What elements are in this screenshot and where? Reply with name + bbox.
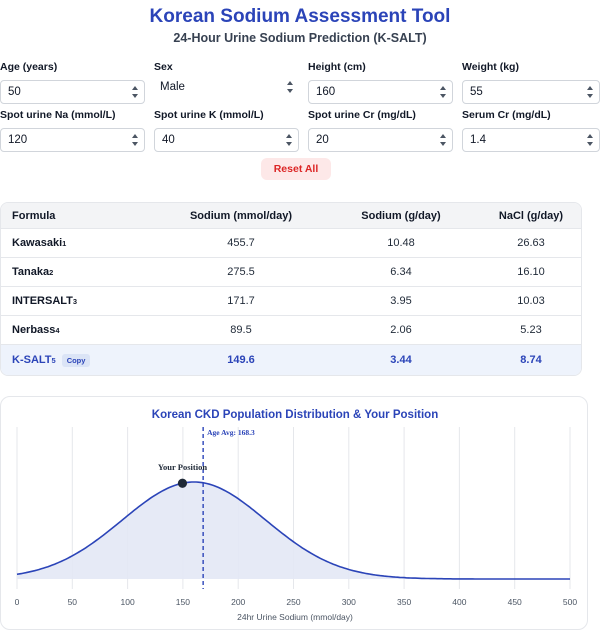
spot-cr-value: 20 (316, 134, 329, 146)
spot-na-label: Spot urine Na (mmol/L) (0, 109, 116, 121)
stepper-icon[interactable] (132, 86, 139, 98)
spot-k-input[interactable]: 40 (154, 128, 299, 152)
serum-cr-input[interactable]: 1.4 (462, 128, 600, 152)
x-axis-ticks: 0 50 100 150 200 250 300 350 400 450 500 (15, 597, 578, 607)
table-row: Nerbass 4 89.5 2.06 5.23 (1, 316, 581, 345)
table-row: INTERSALT 3 171.7 3.95 10.03 (1, 287, 581, 316)
spot-cr-input[interactable]: 20 (308, 128, 453, 152)
spot-k-field: Spot urine K (mmol/L) 40 (154, 108, 299, 152)
age-average-label: Age Avg: 168.3 (207, 428, 255, 437)
stepper-icon[interactable] (132, 134, 139, 146)
nacl-g-value: 10.03 (517, 295, 545, 307)
age-label: Age (years) (0, 61, 58, 73)
sex-field: Sex Male (154, 60, 299, 97)
table-row: Kawasaki 1 455.7 10.48 26.63 (1, 229, 581, 258)
distribution-area (17, 482, 570, 579)
your-position-label: Your Position (158, 462, 207, 472)
height-label: Height (cm) (308, 61, 366, 73)
formula-name: Tanaka 2 (12, 266, 54, 278)
x-tick-label: 50 (68, 597, 78, 607)
sodium-mmol-value: 275.5 (227, 266, 255, 278)
x-tick-label: 500 (563, 597, 577, 607)
sodium-g-value: 3.95 (390, 295, 412, 307)
serum-cr-field: Serum Cr (mg/dL) 1.4 (462, 108, 600, 152)
serum-cr-value: 1.4 (470, 134, 486, 146)
x-tick-label: 100 (121, 597, 135, 607)
stepper-icon[interactable] (440, 134, 447, 146)
results-table: Formula Sodium (mmol/day) Sodium (g/day)… (0, 202, 582, 376)
serum-cr-label: Serum Cr (mg/dL) (462, 109, 551, 121)
sodium-mmol-value: 455.7 (227, 237, 255, 249)
stepper-icon[interactable] (587, 134, 594, 146)
table-row-ksalt: K-SALT 5 Copy 149.6 3.44 8.74 (1, 345, 581, 375)
stepper-icon[interactable] (440, 86, 447, 98)
spot-k-label: Spot urine K (mmol/L) (154, 109, 264, 121)
header-nacl-g: NaCl (g/day) (498, 209, 564, 222)
chevron-updown-icon (287, 81, 294, 93)
sodium-g-value: 10.48 (387, 237, 415, 249)
spot-na-value: 120 (8, 134, 28, 146)
sex-label: Sex (154, 61, 173, 73)
weight-input[interactable]: 55 (462, 80, 600, 104)
x-tick-label: 400 (452, 597, 466, 607)
header-sodium-mmol: Sodium (mmol/day) (189, 209, 293, 222)
your-position-marker (177, 478, 188, 488)
nacl-g-value: 8.74 (520, 354, 542, 366)
distribution-chart-card: Korean CKD Population Distribution & You… (0, 396, 588, 630)
x-tick-label: 450 (508, 597, 522, 607)
sodium-mmol-value: 89.5 (230, 324, 252, 336)
spot-cr-field: Spot urine Cr (mg/dL) 20 (308, 108, 453, 152)
x-tick-label: 250 (286, 597, 300, 607)
distribution-curve (16, 481, 570, 580)
age-value: 50 (8, 86, 21, 98)
table-row: Tanaka 2 275.5 6.34 16.10 (1, 258, 581, 287)
height-field: Height (cm) 160 (308, 60, 453, 104)
copy-button[interactable]: Copy (61, 353, 91, 367)
sodium-g-value: 3.44 (390, 354, 412, 366)
spot-na-input[interactable]: 120 (0, 128, 145, 152)
sodium-mmol-value: 171.7 (227, 295, 255, 307)
reset-all-button[interactable]: Reset All (261, 158, 331, 180)
table-header: Formula Sodium (mmol/day) Sodium (g/day)… (1, 203, 581, 229)
sodium-g-value: 6.34 (390, 266, 412, 278)
spot-cr-label: Spot urine Cr (mg/dL) (308, 109, 416, 121)
stepper-icon[interactable] (587, 86, 594, 98)
formula-name: INTERSALT 3 (12, 295, 78, 307)
spot-na-field: Spot urine Na (mmol/L) 120 (0, 108, 145, 152)
height-value: 160 (316, 86, 336, 98)
weight-label: Weight (kg) (462, 61, 519, 73)
formula-name: Nerbass 4 (12, 324, 60, 336)
age-field: Age (years) 50 (0, 60, 145, 104)
x-axis-label: 24hr Urine Sodium (mmol/day) (237, 612, 353, 622)
x-tick-label: 350 (397, 597, 411, 607)
header-formula: Formula (12, 209, 56, 222)
sex-value: Male (160, 81, 185, 93)
nacl-g-value: 5.23 (520, 324, 542, 336)
sex-select[interactable]: Male (154, 78, 299, 97)
age-input[interactable]: 50 (0, 80, 145, 104)
x-tick-label: 150 (176, 597, 190, 607)
chart-title: Korean CKD Population Distribution & You… (152, 409, 438, 421)
page-title: Korean Sodium Assessment Tool (149, 6, 451, 27)
spot-k-value: 40 (162, 134, 175, 146)
nacl-g-value: 26.63 (517, 237, 545, 249)
distribution-chart: Korean CKD Population Distribution & You… (15, 409, 578, 622)
x-tick-label: 0 (15, 597, 20, 607)
sodium-mmol-value: 149.6 (227, 354, 255, 366)
header-sodium-g: Sodium (g/day) (361, 209, 441, 222)
weight-value: 55 (470, 86, 483, 98)
formula-name: K-SALT 5 Copy (12, 345, 91, 375)
formula-name: Kawasaki 1 (12, 237, 67, 249)
nacl-g-value: 16.10 (517, 266, 545, 278)
stepper-icon[interactable] (286, 134, 293, 146)
x-tick-label: 300 (342, 597, 356, 607)
weight-field: Weight (kg) 55 (462, 60, 600, 104)
page-subtitle: 24-Hour Urine Sodium Prediction (K-SALT) (173, 31, 427, 45)
height-input[interactable]: 160 (308, 80, 453, 104)
x-tick-label: 200 (231, 597, 245, 607)
sodium-g-value: 2.06 (390, 324, 412, 336)
